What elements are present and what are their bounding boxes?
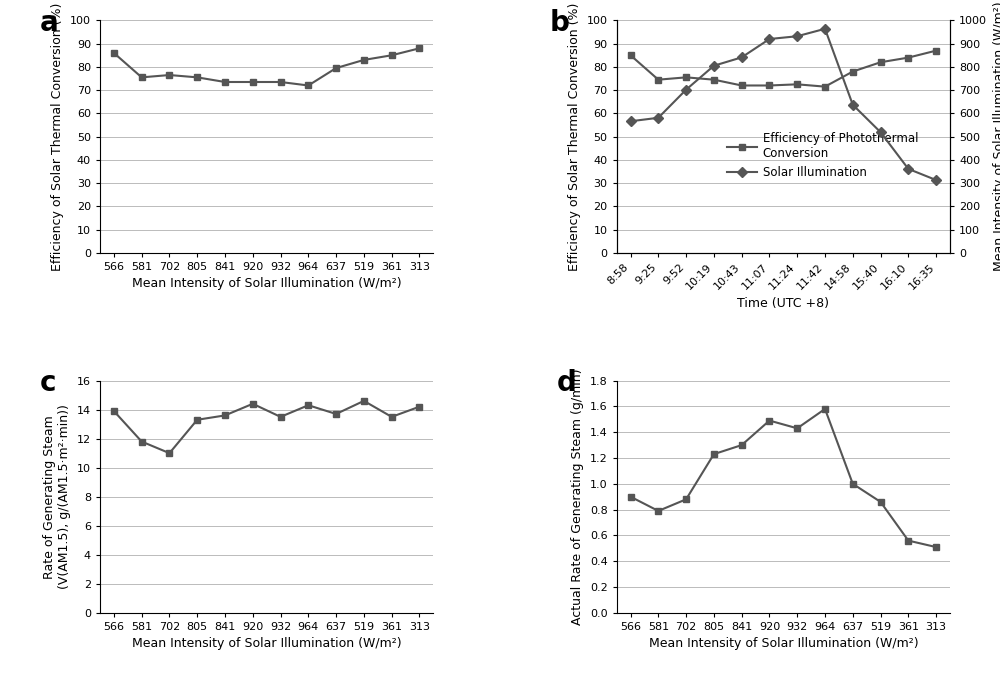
Efficiency of Photothermal
Conversion <box>625 51 637 59</box>
Solar Illumination <box>763 35 775 43</box>
Efficiency of Photothermal
Conversion <box>652 76 664 84</box>
Efficiency of Photothermal
Conversion <box>763 82 775 90</box>
Text: d: d <box>557 369 577 397</box>
Efficiency of Photothermal
Conversion <box>736 82 748 90</box>
Y-axis label: Efficiency of Solar Thermal Conversion (%): Efficiency of Solar Thermal Conversion (… <box>51 3 64 271</box>
Y-axis label: Mean Intensity of Solar Illumination (W/m²): Mean Intensity of Solar Illumination (W/… <box>993 2 1000 272</box>
Legend: Efficiency of Photothermal
Conversion, Solar Illumination: Efficiency of Photothermal Conversion, S… <box>723 127 923 183</box>
Solar Illumination <box>819 25 831 33</box>
Solar Illumination <box>902 165 914 173</box>
X-axis label: Time (UTC +8): Time (UTC +8) <box>737 297 829 310</box>
Text: c: c <box>40 369 56 397</box>
Efficiency of Photothermal
Conversion <box>680 74 692 82</box>
Solar Illumination <box>847 101 859 109</box>
Efficiency of Photothermal
Conversion <box>708 76 720 84</box>
Solar Illumination <box>930 176 942 184</box>
Solar Illumination <box>625 117 637 125</box>
Efficiency of Photothermal
Conversion <box>902 54 914 62</box>
Text: b: b <box>550 9 570 37</box>
Solar Illumination <box>680 86 692 94</box>
Solar Illumination <box>652 114 664 122</box>
Efficiency of Photothermal
Conversion <box>791 80 803 89</box>
Y-axis label: Efficiency of Solar Thermal Conversion (%): Efficiency of Solar Thermal Conversion (… <box>568 3 581 271</box>
Efficiency of Photothermal
Conversion <box>930 46 942 54</box>
Line: Solar Illumination: Solar Illumination <box>627 25 940 183</box>
Y-axis label: Actual Rate of Generating Steam (g/min): Actual Rate of Generating Steam (g/min) <box>571 368 584 625</box>
X-axis label: Mean Intensity of Solar Illumination (W/m²): Mean Intensity of Solar Illumination (W/… <box>132 277 401 290</box>
Efficiency of Photothermal
Conversion <box>875 58 887 66</box>
X-axis label: Mean Intensity of Solar Illumination (W/m²): Mean Intensity of Solar Illumination (W/… <box>132 637 401 650</box>
Text: a: a <box>40 9 59 37</box>
Line: Efficiency of Photothermal
Conversion: Efficiency of Photothermal Conversion <box>627 47 940 90</box>
Solar Illumination <box>791 32 803 40</box>
Solar Illumination <box>875 128 887 136</box>
Efficiency of Photothermal
Conversion <box>847 67 859 76</box>
X-axis label: Mean Intensity of Solar Illumination (W/m²): Mean Intensity of Solar Illumination (W/… <box>649 637 918 650</box>
Solar Illumination <box>736 53 748 61</box>
Y-axis label: Rate of Generating Steam
(V(AM1.5), g/(AM1.5·m²·min)): Rate of Generating Steam (V(AM1.5), g/(A… <box>43 405 71 589</box>
Solar Illumination <box>708 62 720 70</box>
Efficiency of Photothermal
Conversion <box>819 82 831 91</box>
